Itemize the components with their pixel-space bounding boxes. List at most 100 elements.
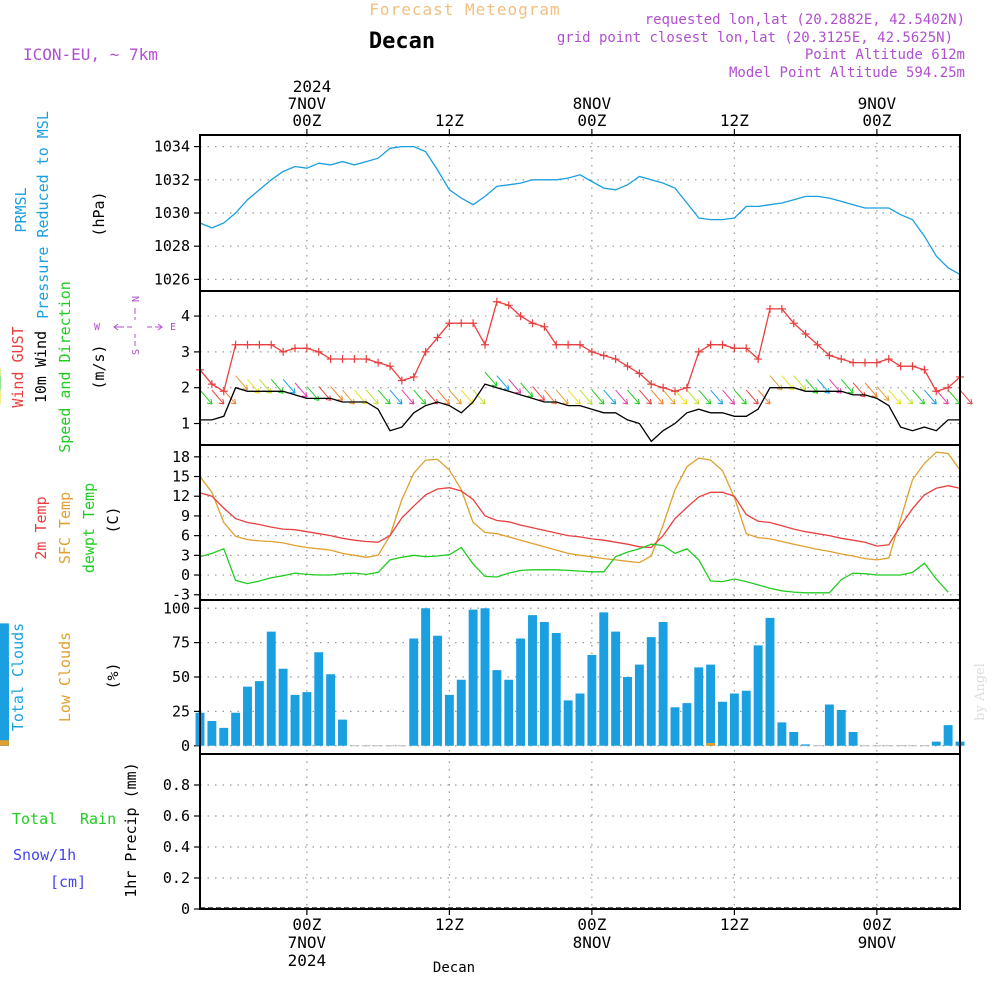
- total-cloud-bar: [848, 732, 858, 746]
- chart-title: Forecast Meteogram: [369, 0, 560, 19]
- gust-marker: [861, 358, 869, 367]
- total-cloud-bar: [433, 635, 442, 746]
- bottom-time-label: 00Z: [577, 915, 606, 934]
- compass-e: E: [170, 322, 176, 333]
- wind-direction-arrow: [674, 389, 688, 405]
- wind-direction-arrow: [603, 389, 617, 405]
- total-cloud-bar: [326, 674, 336, 746]
- wind-direction-arrow: [472, 389, 486, 405]
- wind-arrow-head: [871, 391, 878, 398]
- gust-marker: [481, 340, 489, 349]
- wind-arrow-head: [741, 398, 747, 405]
- wind-labels: Wind GUST 10m Wind Speed and Direction (…: [9, 281, 176, 453]
- compass-w: W: [94, 322, 101, 333]
- total-cloud-bar: [694, 667, 704, 746]
- wind-direction-arrow: [698, 389, 712, 405]
- wind-arrow-head: [765, 398, 771, 405]
- footer-location: Decan: [433, 960, 475, 976]
- total-cloud-bar: [207, 721, 217, 746]
- gust-marker: [457, 319, 466, 328]
- total-cloud-bar: [266, 631, 276, 746]
- gust-marker: [813, 340, 822, 349]
- bottom-date-label: 8NOV: [573, 933, 612, 952]
- top-year-label: 2024: [293, 77, 332, 96]
- gust-marker: [409, 372, 418, 381]
- total-cloud-bar: [931, 741, 941, 746]
- pressure-panel: 1026 1028 1030 1032 1034: [154, 134, 961, 292]
- total-cloud-bar: [539, 622, 549, 746]
- total-cloud-bar: [587, 655, 597, 746]
- total-cloud-bar: [836, 710, 846, 746]
- bottom-date-label: 7NOV: [288, 933, 327, 952]
- wind-direction-arrow: [389, 389, 403, 405]
- total-cloud-bar: [468, 609, 478, 746]
- wind-direction-arrow: [888, 389, 902, 405]
- y-tick-label: 0.8: [163, 776, 190, 794]
- wind-arrow-head: [800, 384, 807, 391]
- gust-marker: [872, 358, 881, 367]
- wind-direction-arrow: [484, 371, 498, 387]
- bottom-time-label: 00Z: [862, 915, 891, 934]
- gust-marker: [766, 304, 774, 313]
- y-tick-label: 2: [181, 379, 190, 397]
- total-cloud-bar: [563, 700, 573, 746]
- gust-marker: [944, 383, 953, 392]
- total-cloud-bar: [658, 622, 668, 746]
- sfc-temp-line: [199, 451, 961, 564]
- y-tick-label: 100: [163, 599, 190, 617]
- gust-marker: [789, 319, 798, 328]
- prmsl-label: PRMSL: [12, 187, 30, 232]
- wind-arrow-head: [634, 398, 640, 405]
- wind-direction-arrow: [733, 389, 747, 405]
- gust-marker: [730, 344, 739, 353]
- dewpt-line: [199, 543, 949, 594]
- wind-direction-arrow: [294, 382, 308, 398]
- gust-marker: [421, 347, 430, 356]
- wind-arrow-head: [670, 398, 676, 405]
- wind-direction-arrow: [282, 378, 296, 394]
- wind-arrow-head: [242, 384, 249, 391]
- gust-marker: [682, 383, 691, 392]
- wind-direction-arrow: [413, 389, 427, 405]
- y-tick-label: 0: [181, 900, 190, 918]
- wind-arrow-head: [729, 398, 735, 405]
- y-tick-label: 1034: [154, 138, 190, 156]
- total-cloud-bar: [0, 623, 9, 746]
- gust-marker: [754, 355, 763, 364]
- wind-arrow-head: [610, 398, 617, 405]
- y-tick-label: 25: [172, 702, 190, 720]
- gust-marker: [659, 383, 668, 392]
- wind-direction-arrow: [591, 389, 605, 405]
- pressure-labels: PRMSL Pressure Reduced to MSL (hPa): [12, 111, 108, 319]
- gust-marker: [540, 322, 549, 331]
- wind-direction-arrow: [425, 389, 439, 405]
- total-cloud-bar: [219, 727, 229, 746]
- y-tick-label: 0.6: [163, 807, 190, 825]
- temp2m-label: 2m Temp: [32, 496, 50, 559]
- wind-direction-arrow: [912, 389, 925, 405]
- wind-direction-arrow: [401, 389, 415, 405]
- y-tick-label: 3: [181, 546, 190, 564]
- gust-marker: [492, 297, 501, 306]
- top-time-axis: 00Z7NOV12Z00Z8NOV12Z00Z9NOV12Z: [288, 94, 897, 135]
- gust-marker: [706, 340, 715, 349]
- wind-arrow-head: [290, 388, 296, 394]
- wind-direction-arrow: [615, 389, 629, 405]
- wind-direction-arrow: [223, 389, 237, 405]
- gust-marker: [718, 340, 727, 349]
- gust-marker: [647, 380, 656, 389]
- wind-arrow-head: [527, 391, 534, 398]
- gust-marker: [576, 340, 584, 349]
- wind-arrow-head: [396, 398, 403, 405]
- total-cloud-bar: [492, 670, 502, 746]
- wind-direction-arrow: [579, 389, 593, 405]
- wind-arrow-head: [491, 381, 498, 387]
- wind-arrow-head: [919, 398, 925, 405]
- low-clouds-label: Low Clouds: [56, 632, 74, 722]
- wind-direction-arrow: [793, 375, 807, 391]
- snow-unit-label: [cm]: [50, 873, 86, 891]
- clouds-unit-label: (%): [104, 662, 122, 689]
- top-time-label: 12Z: [720, 111, 749, 130]
- total-cloud-bar: [409, 638, 419, 746]
